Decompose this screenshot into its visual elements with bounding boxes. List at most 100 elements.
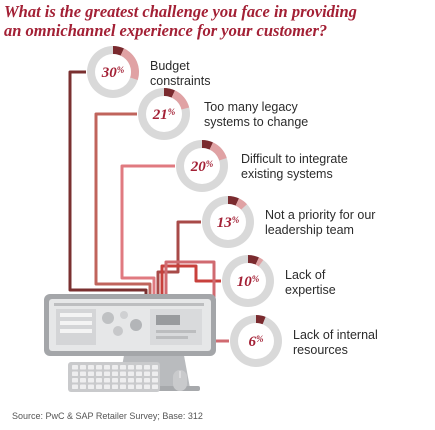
donut-value-label: 13%: [217, 215, 240, 231]
screen-row: [60, 321, 92, 325]
keyboard-key: [136, 371, 142, 376]
mouse: [173, 370, 187, 391]
label-line: constraints: [150, 74, 211, 88]
keyboard-key: [112, 384, 118, 389]
donut-value-label: 6%: [249, 334, 265, 350]
chart-title-line-1: What is the greatest challenge you face …: [4, 2, 357, 21]
label-line: expertise: [285, 283, 336, 297]
label-line: Not a priority for our: [265, 208, 376, 222]
donut-value-segment: [248, 255, 259, 265]
connector-wire-6: [164, 260, 229, 343]
connector-wire-2: [94, 112, 152, 295]
label-budget-constraints: Budget constraints: [150, 59, 210, 89]
screen-widget: [150, 309, 202, 345]
donut-value-segment: [164, 88, 175, 98]
keyboard-key: [88, 384, 94, 389]
source-note: Source: PwC & SAP Retailer Survey; Base:…: [12, 411, 203, 421]
label-legacy-systems: Too many legacy systems to change: [204, 100, 308, 130]
donut-value-segment: [228, 196, 239, 206]
donut-value-segment: [202, 140, 213, 150]
screen-row: [60, 313, 92, 317]
donut-hole: [238, 323, 274, 359]
donut-value-segment: [256, 315, 266, 325]
keyboard-key: [88, 378, 94, 383]
keyboard-key: [152, 384, 158, 389]
keyboard-key: [96, 365, 102, 370]
keyboard-key: [152, 371, 158, 376]
keyboard-key: [72, 371, 78, 376]
keyboard-key: [128, 384, 134, 389]
keyboard-key: [112, 378, 118, 383]
keyboard-key: [88, 365, 94, 370]
keyboard-key: [96, 384, 102, 389]
keyboard-key: [144, 365, 150, 370]
keyboard-key: [128, 371, 134, 376]
computer-illustration: [44, 294, 216, 392]
keyboard-key: [128, 378, 134, 383]
donut-value-segment: [209, 142, 227, 161]
keyboard-key: [80, 378, 86, 383]
keyboard-key: [80, 371, 86, 376]
keyboard-key: [144, 371, 150, 376]
keyboard-key: [72, 365, 78, 370]
label-line: Lack of: [285, 268, 326, 282]
chart-title: What is the greatest challenge you face …: [4, 2, 432, 40]
keyboard-key: [120, 384, 126, 389]
keyboard-key: [104, 384, 110, 389]
label-line: resources: [293, 343, 348, 357]
donut-value-segment: [235, 198, 247, 210]
screen-widget-line: [156, 330, 196, 333]
donut-hole: [184, 148, 220, 184]
keyboard-key: [72, 378, 78, 383]
label-integrate-systems: Difficult to integrate existing systems: [241, 152, 348, 182]
label-line: existing systems: [241, 167, 333, 181]
label-line: Too many legacy: [204, 100, 298, 114]
label-line: Difficult to integrate: [241, 152, 348, 166]
donut-value-segment: [120, 48, 139, 81]
donut-value-label: 10%: [237, 274, 260, 290]
keyboard-key: [144, 378, 150, 383]
keyboard-key: [128, 365, 134, 370]
label-line: systems to change: [204, 115, 309, 129]
label-lack-of-expertise: Lack of expertise: [285, 268, 336, 298]
chart-title-line-2: an omnichannel experience for your custo…: [4, 21, 328, 40]
keyboard-key: [104, 378, 110, 383]
donut-value-label: 20%: [190, 159, 214, 175]
screen-row: [60, 329, 92, 333]
donut-value-segment: [113, 46, 124, 56]
keyboard-key: [152, 365, 158, 370]
keyboard-key: [120, 378, 126, 383]
keyboard-key: [120, 365, 126, 370]
label-line: Budget: [150, 59, 190, 73]
keyboard-key: [72, 384, 78, 389]
screen-widget-line: [156, 336, 188, 339]
donut-hole: [230, 263, 266, 299]
keyboard-key: [136, 365, 142, 370]
keyboard-key: [136, 384, 142, 389]
donut-2: 21%: [138, 88, 190, 140]
label-line: leadership team: [265, 223, 354, 237]
donut-hole: [95, 54, 131, 90]
donut-value-segment: [255, 257, 264, 267]
donut-hole: [210, 204, 246, 240]
keyboard-key: [96, 371, 102, 376]
screen-widget-block: [156, 315, 180, 325]
donut-1: 30%: [87, 46, 139, 98]
label-internal-resources: Lack of internal resources: [293, 328, 378, 358]
keyboard-key: [80, 365, 86, 370]
keyboard-key: [88, 371, 94, 376]
keyboard-key: [120, 371, 126, 376]
screen-bubble: [130, 319, 142, 331]
donut-6: 6%: [230, 315, 282, 367]
donut-value-label: 30%: [101, 65, 125, 81]
keyboard-key: [104, 371, 110, 376]
connector-wire-1: [68, 70, 148, 295]
screen-bubble: [120, 311, 128, 319]
label-not-a-priority: Not a priority for our leadership team: [265, 208, 375, 238]
donut-5: 10%: [222, 255, 274, 307]
screen-header-bar: [54, 303, 204, 306]
screen-bubble: [113, 326, 123, 336]
connector-wire-4: [156, 220, 201, 295]
keyboard-key: [136, 378, 142, 383]
